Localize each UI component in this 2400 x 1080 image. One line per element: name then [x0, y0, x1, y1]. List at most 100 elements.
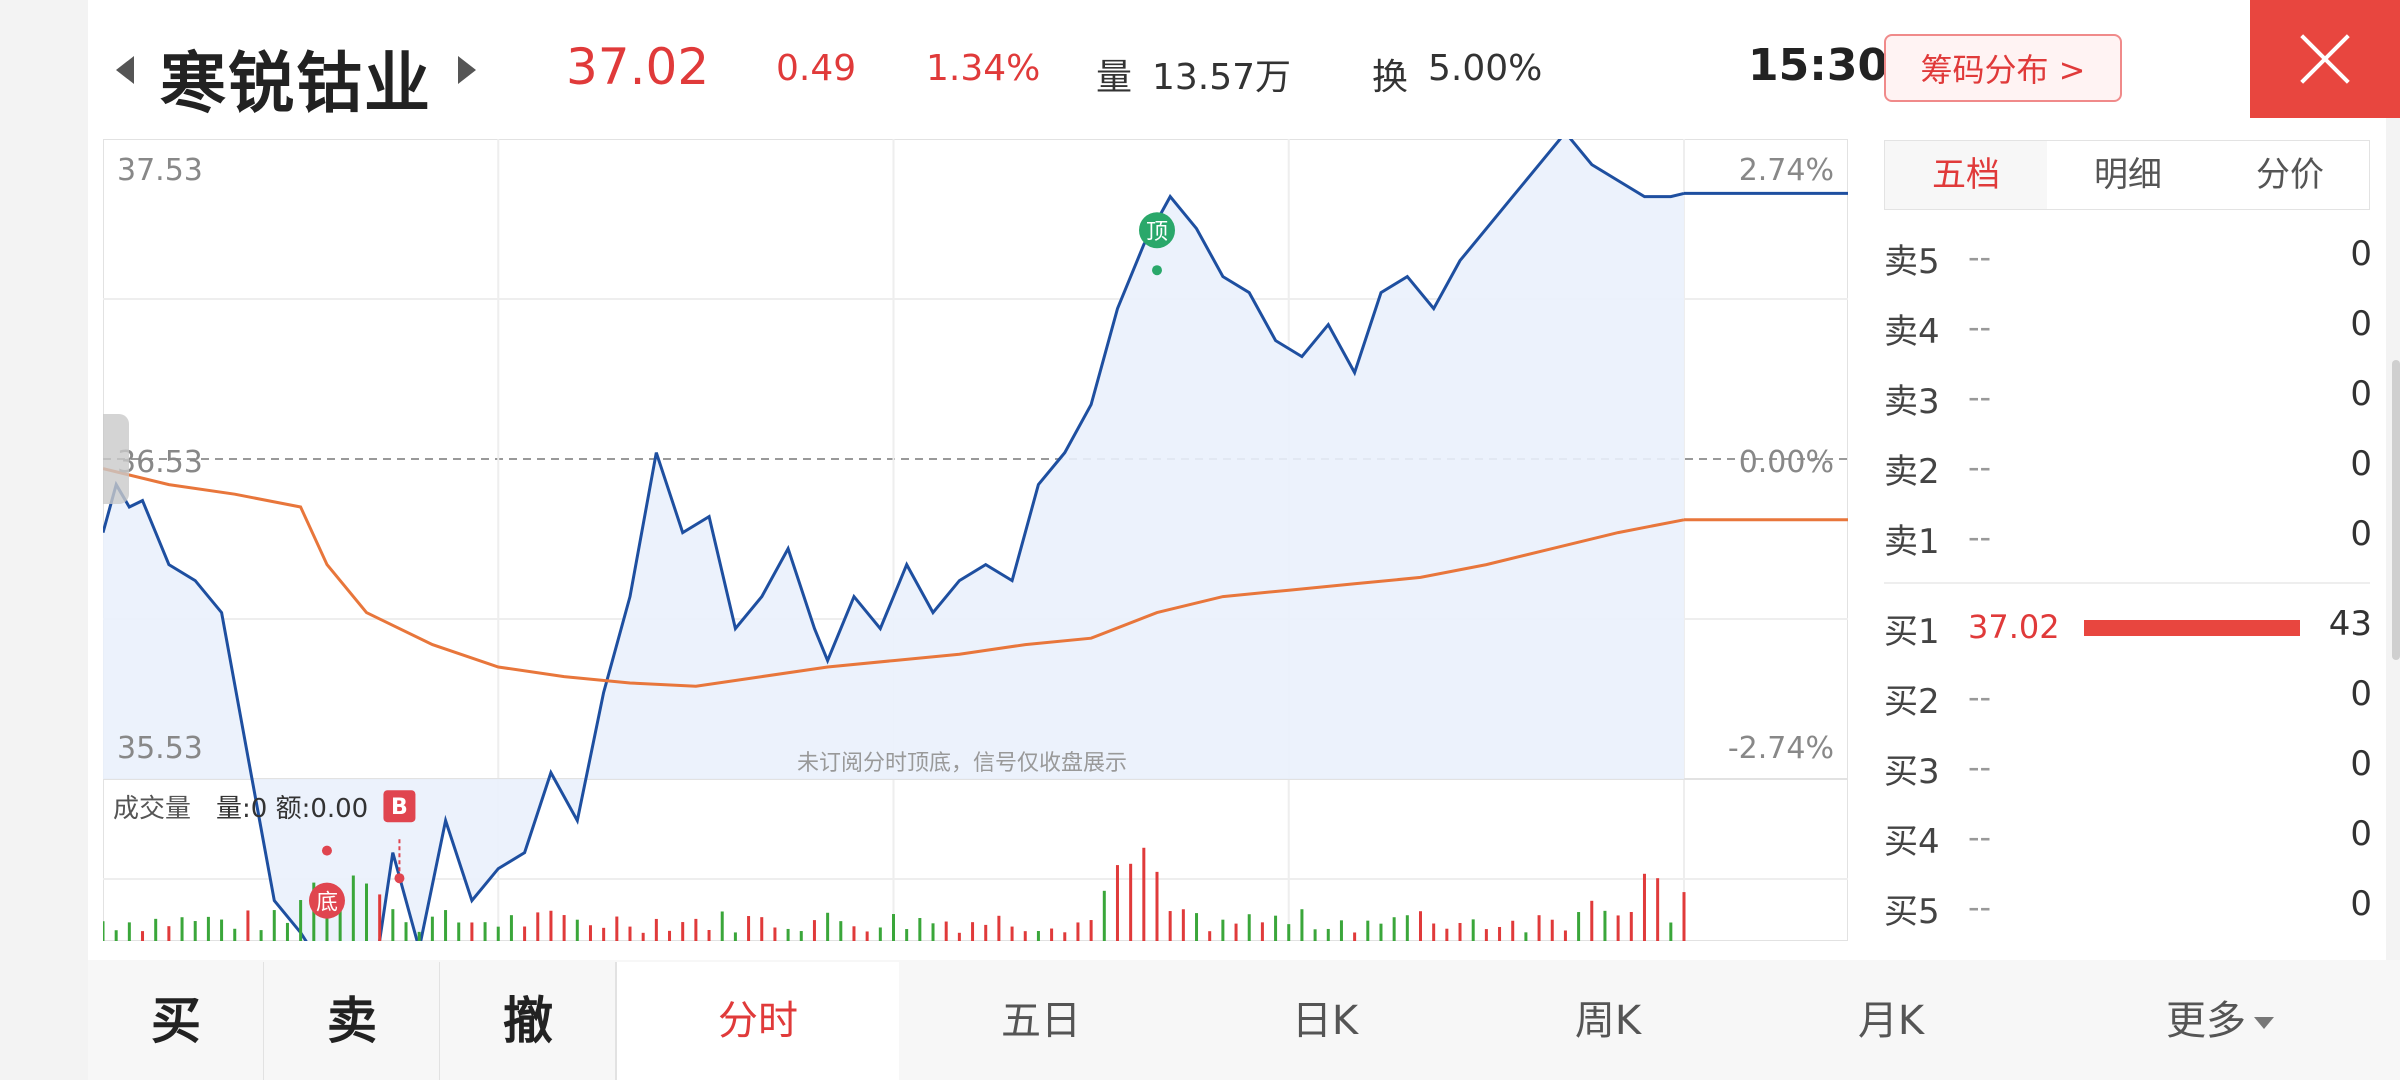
- ask-row-4: 卖4 -- 0: [1884, 296, 2372, 356]
- volume-bar: [615, 916, 619, 941]
- bottom-signal-text: 底: [316, 891, 338, 916]
- tab-monthly-k[interactable]: 月K: [1857, 998, 1925, 1044]
- ask-label: 卖5: [1884, 242, 1940, 282]
- volume-bar: [1195, 913, 1199, 941]
- volume-bar: [220, 919, 224, 941]
- bid-row-5: 买5 -- 0: [1884, 876, 2372, 936]
- volume-bar: [1115, 865, 1119, 941]
- top-signal-dot: [1152, 265, 1162, 276]
- ask-qty: 0: [2350, 514, 2372, 554]
- buy-signal-text: B: [391, 795, 408, 820]
- bid-label: 买3: [1884, 752, 1940, 792]
- volume-bar: [1300, 909, 1304, 941]
- intraday-chart[interactable]: 底 B 顶 37.53 36.53 35.53 2.74% 0.00% -2.74%…: [101, 130, 1849, 1030]
- buy-button[interactable]: 买: [88, 962, 264, 1080]
- volume-bar: [1089, 920, 1093, 941]
- close-icon: [2300, 34, 2350, 84]
- chip-distribution-button[interactable]: 筹码分布 >: [1884, 34, 2122, 102]
- volume-bar: [1102, 890, 1106, 941]
- volume-bar: [1181, 909, 1185, 941]
- sell-button[interactable]: 卖: [264, 962, 440, 1080]
- chart-collapse-handle[interactable]: [103, 414, 129, 504]
- volume-bar: [1010, 926, 1014, 941]
- cancel-order-button[interactable]: 撤: [440, 962, 616, 1080]
- pct-label-mid: 0.00%: [1738, 445, 1834, 480]
- tab-five-levels[interactable]: 五档: [1885, 141, 2047, 209]
- next-stock-arrow-icon[interactable]: [458, 56, 476, 84]
- y-label-bottom: 35.53: [117, 731, 203, 766]
- bid-qty: 43: [2328, 604, 2372, 644]
- ask-label: 卖3: [1884, 382, 1940, 422]
- tab-daily-k[interactable]: 日K: [1291, 998, 1359, 1044]
- prev-stock-arrow-icon[interactable]: [116, 56, 134, 84]
- volume-bar: [483, 922, 487, 941]
- volume-bar: [299, 900, 303, 941]
- orderbook-divider: [1884, 582, 2370, 584]
- volume-bar: [1050, 928, 1054, 941]
- volume-bar: [1432, 923, 1436, 941]
- volume-bar: [1274, 915, 1278, 941]
- volume-bar: [1603, 910, 1607, 941]
- volume-bar: [826, 912, 830, 941]
- volume-bar: [1063, 932, 1067, 941]
- volume-bar: [878, 927, 882, 941]
- bid-qty: 0: [2350, 744, 2372, 784]
- volume-bar: [114, 930, 118, 941]
- signal-notice: 未订阅分时顶底，信号仅收盘展示: [797, 751, 1128, 776]
- bottom-signal-badge: [308, 882, 345, 919]
- volume-bar: [141, 931, 145, 941]
- volume-bar: [628, 926, 632, 941]
- ask-label: 卖2: [1884, 452, 1940, 492]
- volume-bar: [444, 910, 448, 941]
- volume-bar: [839, 921, 843, 941]
- volume-bar: [588, 925, 592, 941]
- volume-bar: [733, 932, 737, 941]
- ask-qty: 0: [2350, 234, 2372, 274]
- stock-name: 寒锐钴业: [160, 45, 432, 122]
- volume-bar: [1524, 932, 1528, 941]
- ask-price: --: [1968, 238, 1992, 276]
- volume-bar: [984, 924, 988, 941]
- volume-bar: [1287, 924, 1291, 941]
- volume-bar: [154, 918, 158, 941]
- tab-details[interactable]: 明细: [2094, 155, 2162, 195]
- bid-price: --: [1968, 888, 1992, 926]
- volume-bar: [1537, 915, 1541, 941]
- tab-five-day[interactable]: 五日: [1001, 998, 1081, 1044]
- volume-bar: [470, 922, 474, 941]
- ask-row-1: 卖1 -- 0: [1884, 506, 2372, 566]
- bid-row-1: 买1 37.02 43: [1884, 596, 2372, 656]
- more-menu[interactable]: 更多: [2070, 962, 2370, 1080]
- ask-price: --: [1968, 308, 1992, 346]
- quote-time: 15:30: [1748, 40, 1889, 91]
- ask-price: --: [1968, 448, 1992, 486]
- last-price: 37.02: [566, 38, 710, 96]
- volume-bar: [997, 915, 1001, 941]
- scroll-indicator[interactable]: [2392, 360, 2400, 660]
- volume-bar: [233, 928, 237, 941]
- ask-label: 卖1: [1884, 522, 1940, 562]
- tab-weekly-k[interactable]: 周K: [1574, 998, 1642, 1044]
- volume-bar: [325, 900, 329, 941]
- close-button[interactable]: [2250, 0, 2400, 118]
- volume-bar: [641, 932, 645, 941]
- buy-signal-dot: [394, 873, 405, 884]
- volume-bar: [1511, 920, 1515, 941]
- tab-price-distribution[interactable]: 分价: [2256, 155, 2324, 195]
- volume-bars: [101, 847, 1686, 941]
- volume-bar: [1577, 912, 1581, 941]
- volume-bar: [799, 931, 803, 941]
- volume-bar: [1208, 931, 1212, 941]
- volume-bar: [720, 911, 724, 941]
- bid-label: 买4: [1884, 822, 1940, 862]
- bid-price: 37.02: [1968, 608, 2060, 646]
- volume-bar: [957, 932, 961, 941]
- volume-bar: [1642, 873, 1646, 941]
- volume-bar: [496, 926, 500, 941]
- buy-signal-badge: [383, 790, 416, 823]
- tab-intraday[interactable]: 分时: [617, 962, 899, 1080]
- bid-label: 买1: [1884, 612, 1940, 652]
- top-signal-text: 顶: [1146, 220, 1168, 245]
- volume-bar: [1392, 917, 1396, 941]
- avg-price-line: [102, 467, 1685, 688]
